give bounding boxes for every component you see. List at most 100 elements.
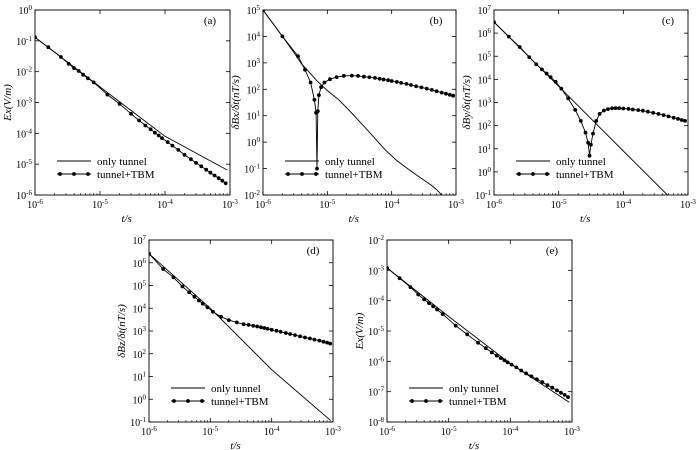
chart-panel-c: 10-6 10-5 10-4 10-3 10-1 100 101 102 103 104 105 10… [461, 4, 696, 225]
x-axis-label: t/s [349, 213, 359, 225]
data-point [328, 341, 333, 346]
panel-label: (d) [307, 245, 320, 257]
plot-area [149, 251, 333, 421]
y-axis-label: δBz/δt(nT/s) [116, 304, 128, 358]
legend-label-only-tunnel: only tunnel [556, 156, 606, 168]
data-point [444, 91, 448, 96]
y-tick-label: 105 [478, 50, 492, 63]
data-point [404, 82, 409, 86]
y-tick-label: 101 [247, 110, 261, 123]
x-tick-label: 10-6 [27, 198, 43, 211]
data-point [153, 130, 157, 135]
data-point [262, 326, 267, 330]
series-line-only-tunnel [149, 253, 331, 421]
data-point [278, 329, 283, 334]
legend-marker [58, 172, 62, 176]
data-point [524, 371, 528, 376]
legend-label-only-tunnel: only tunnel [97, 156, 147, 168]
data-point [550, 385, 555, 390]
plot-area [35, 35, 228, 186]
y-tick-label: 102 [478, 120, 492, 133]
data-point [587, 153, 592, 158]
legend-marker [438, 399, 442, 403]
data-point [220, 178, 225, 183]
x-tick-label: 10-4 [615, 198, 631, 211]
data-point [105, 92, 110, 97]
data-point [440, 312, 445, 316]
legend-marker [86, 172, 90, 176]
data-point [46, 45, 51, 50]
data-point [205, 305, 210, 310]
series-line-tunnel-tbm [494, 21, 686, 156]
chart-panel-a: 10-6 10-5 10-4 10-3 10-6 10-5 10-4 10-3 10-2 10-1… [2, 4, 238, 225]
data-point [259, 325, 263, 330]
data-point [494, 353, 499, 358]
x-tick-label: 10-3 [325, 425, 341, 438]
data-point [514, 365, 519, 370]
legend-marker [286, 172, 290, 176]
data-point [562, 393, 567, 397]
data-point [194, 161, 198, 165]
data-point [519, 368, 524, 373]
y-tick-label: 105 [133, 280, 147, 293]
data-point [265, 326, 270, 331]
data-point [156, 133, 161, 138]
legend-label-tunnel-tbm: tunnel+TBM [556, 169, 614, 181]
data-point [187, 290, 192, 295]
data-point [427, 301, 431, 305]
x-axis-label: t/s [469, 440, 479, 450]
data-point [527, 55, 532, 59]
y-tick-label: 106 [133, 257, 147, 270]
data-point [200, 301, 205, 306]
data-point [171, 275, 176, 280]
data-point [386, 78, 390, 83]
data-point [204, 167, 209, 172]
data-point [597, 112, 602, 116]
data-point [517, 45, 522, 49]
data-point [308, 336, 312, 341]
data-point [651, 110, 656, 115]
data-point [293, 333, 297, 337]
y-tick-label: 10-1 [475, 189, 491, 202]
data-point [182, 153, 187, 157]
data-point [129, 111, 133, 116]
data-point [447, 92, 452, 97]
data-point [414, 84, 418, 89]
data-point [617, 106, 621, 111]
y-tick-label: 103 [133, 325, 147, 338]
y-axis-label: Ex(V/m) [2, 84, 14, 122]
x-tick-label: 10-6 [379, 425, 395, 438]
data-point [409, 83, 413, 87]
data-point [81, 72, 85, 77]
data-point [189, 157, 193, 162]
data-point [161, 267, 166, 271]
data-point [226, 318, 231, 322]
data-point [319, 85, 323, 90]
data-point [545, 383, 550, 387]
y-tick-label: 10-8 [368, 416, 384, 429]
data-point [507, 34, 511, 39]
data-point [296, 54, 300, 58]
data-point [143, 123, 148, 128]
data-point [589, 142, 593, 147]
x-tick-label: 10-5 [441, 425, 457, 438]
data-point [334, 75, 339, 79]
legend-label-tunnel-tbm: tunnel+TBM [449, 396, 507, 408]
data-point [540, 380, 545, 385]
data-point [362, 74, 366, 79]
legend-marker [186, 399, 190, 403]
data-point [288, 332, 292, 336]
y-tick-label: 100 [478, 166, 492, 179]
y-tick-label: 10-2 [244, 189, 260, 202]
x-tick-label: 10-3 [564, 425, 580, 438]
y-tick-label: 102 [133, 348, 147, 361]
data-point [594, 119, 599, 123]
data-point [422, 297, 426, 302]
data-point [435, 307, 439, 312]
data-point [303, 67, 307, 72]
series-line-only-tunnel [35, 36, 228, 171]
y-tick-label: 10-1 [130, 416, 146, 429]
